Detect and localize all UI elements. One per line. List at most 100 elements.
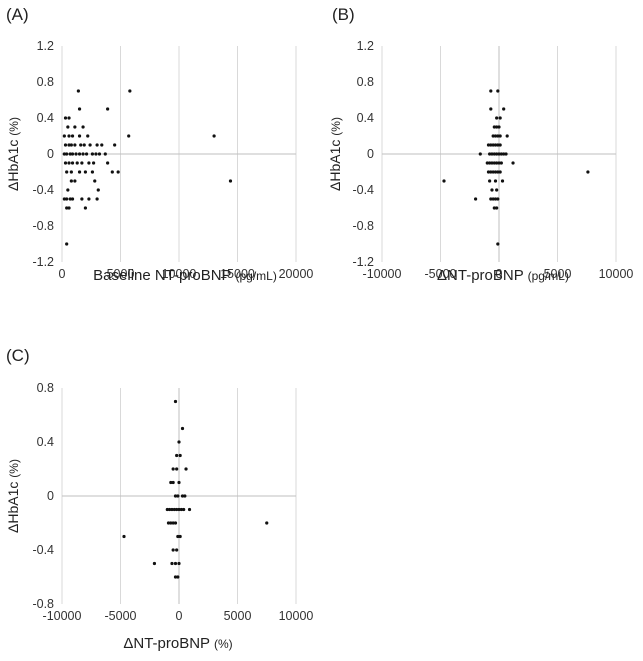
panel-b-data-point (492, 161, 496, 165)
panel-b-data-point (498, 143, 502, 147)
panel-a-data-point (77, 107, 82, 111)
panel-a-data-point (103, 152, 107, 156)
panel-b-y-tick-label: -0.4 (352, 183, 374, 197)
panel-c-x-tick-label: -5000 (105, 609, 137, 623)
panel-b-data-point (586, 170, 590, 174)
panel-a-data-point (73, 179, 77, 183)
panel-c-data-point (165, 507, 169, 512)
panel-c-x-tick-label: 10000 (279, 609, 314, 623)
panel-a-x-tick-label: 0 (59, 267, 66, 281)
panel-b-data-point (496, 170, 500, 174)
panel-b-data-point (442, 179, 446, 183)
panel-c-data-point (169, 480, 173, 485)
panel-b-data-point (502, 107, 506, 111)
panel-a-data-point (106, 107, 110, 111)
panel-b-data-point (495, 188, 499, 192)
panel-c-data-point (178, 453, 182, 458)
panel-a-data-point (88, 143, 92, 147)
panel-a-data-point (63, 161, 68, 165)
panel-a-data-point (79, 143, 83, 147)
panel-b: (B) -1.2 -0.8 -0.4 0 0.4 0.8 1.2 -10000 -5000 0 50… (327, 5, 633, 284)
panel-a-data-point (67, 206, 71, 210)
panel-a-data-point (62, 134, 66, 138)
panel-b-data-point (489, 197, 493, 201)
panel-c-data-point (180, 426, 185, 431)
panel-a-data-point (73, 143, 77, 147)
panel-a-data-point (67, 116, 71, 120)
panel-a-data-point (128, 89, 132, 93)
panel-c-data-point (178, 534, 182, 539)
panel-a-data-point (70, 161, 75, 165)
panel-b-data-point (497, 152, 501, 156)
panel-c-y-axis-label: ΔHbA1c (%) (5, 459, 21, 533)
panel-c-data-point (152, 561, 157, 566)
panel-b-data-point (490, 188, 494, 192)
panel-a-data-point (90, 152, 95, 156)
panel-a-data-point (76, 89, 80, 93)
panel-c-data-point (173, 575, 178, 579)
panel-a-data-point (110, 170, 114, 174)
panel-c-y-tick-label: 0.4 (37, 435, 54, 449)
panel-c-data-point (175, 548, 179, 552)
panel-c-data-point (265, 521, 269, 525)
panel-c-x-tick-label: -10000 (43, 609, 82, 623)
panel-c-data-point (173, 494, 178, 498)
panel-b-data-point (489, 107, 493, 111)
panel-c-data-point (179, 507, 183, 512)
panel-b-data-point (474, 197, 478, 201)
panel-b-data-point (491, 143, 495, 147)
panel-b-y-tick-label: 1.2 (357, 39, 374, 53)
panel-b-data-point (505, 134, 509, 138)
panel-b-data-point (493, 197, 498, 201)
panel-a-y-tick-label: 0.8 (37, 75, 54, 89)
panel-a-x-tick-label: 5000 (107, 267, 135, 281)
panel-c-data-point (176, 494, 180, 498)
panel-b-data-point (493, 170, 498, 174)
panel-b-y-tick-label: 0 (367, 147, 374, 161)
panel-a-x-tick-label: 20000 (279, 267, 314, 281)
panel-b-data-point (496, 242, 500, 246)
panel-a-data-point (77, 152, 82, 156)
panel-a-data-point (66, 125, 70, 129)
panel-a-data-point (84, 152, 89, 156)
panel-b-data-point (495, 161, 499, 165)
panel-b-y-tick-label: -0.8 (352, 219, 374, 233)
panel-a-data-point (67, 134, 71, 138)
panel-a-data-point (90, 170, 95, 174)
panel-c-data-point (171, 467, 175, 471)
panel-c-data-point (177, 507, 181, 512)
panel-b-data-point (493, 143, 498, 147)
panel-b-data-point (498, 116, 502, 120)
panel-b-data-point (498, 170, 502, 174)
panel-c-data-point (169, 521, 173, 525)
panel-b-y-tick-label: -1.2 (352, 255, 374, 269)
panel-b-label: (B) (332, 5, 355, 24)
panel-b-data-point (489, 170, 493, 174)
panel-b-x-tick-label: 10000 (599, 267, 634, 281)
panel-c-x-axis-label: ΔNT-proBNP (%) (123, 635, 232, 652)
panel-a-label: (A) (6, 5, 29, 24)
panel-a-data-point (69, 143, 73, 147)
panel-b-data-point (490, 152, 494, 156)
panel-a-data-point (65, 152, 69, 156)
panel-b-data-point (486, 143, 491, 147)
panel-a-data-point (95, 143, 99, 147)
panel-b-x-tick-label: 0 (496, 267, 503, 281)
panel-a-data-point (91, 161, 96, 165)
panel-c-data-point (175, 467, 179, 471)
panel-c-data-point (173, 561, 178, 566)
panel-a: (A) -1.2 -0.8 -0.4 0 0.4 0.8 1.2 0 5000 10000 1500… (5, 5, 313, 284)
panel-b-data-point (490, 161, 494, 165)
panel-b-data-point (492, 152, 496, 156)
panel-b-data-point (500, 179, 505, 183)
panel-c-data-point (173, 521, 178, 525)
panel-a-data-point (62, 152, 66, 156)
panel-c-data-point (176, 575, 180, 579)
panel-a-y-axis-label: ΔHbA1c (%) (5, 117, 21, 191)
panel-a-data-point (69, 179, 73, 183)
panel-a-y-tick-label: -0.8 (32, 219, 54, 233)
panel-a-y-tick-label: -0.4 (32, 183, 54, 197)
panel-a-data-point (73, 125, 77, 129)
panel-b-data-point (511, 161, 515, 165)
